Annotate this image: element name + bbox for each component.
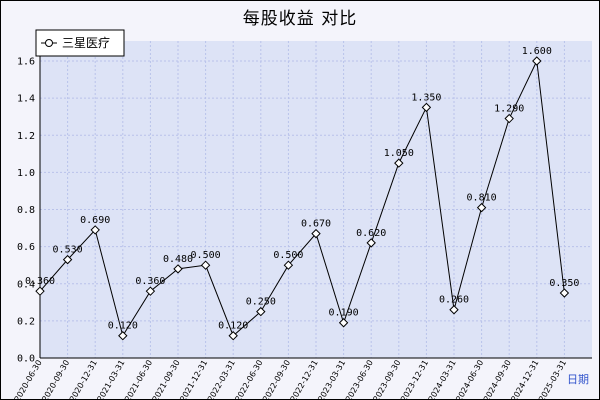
x-tick-label: 2021-06-30 xyxy=(123,359,154,400)
data-point-marker xyxy=(118,331,128,341)
data-point-marker xyxy=(504,113,514,124)
data-label: 0.530 xyxy=(53,245,83,256)
chart-title: 每股收益 对比 xyxy=(242,9,358,29)
data-point-marker xyxy=(62,254,73,265)
data-point-marker xyxy=(394,158,404,168)
data-point-marker xyxy=(338,318,349,328)
x-tick-label: 2022-09-30 xyxy=(261,359,292,400)
legend-marker-icon xyxy=(45,39,53,47)
x-tick-label: 2023-12-31 xyxy=(399,359,430,400)
data-point-marker xyxy=(283,260,294,270)
x-tick-label: 2024-12-31 xyxy=(509,359,540,400)
data-label: 0.360 xyxy=(25,276,55,287)
x-tick-label: 2021-09-30 xyxy=(151,359,182,400)
data-point-marker xyxy=(256,306,266,317)
data-label: 0.670 xyxy=(301,219,331,230)
x-tick-label: 2023-03-31 xyxy=(316,359,347,400)
data-point-marker xyxy=(476,202,487,213)
x-tick-label: 2022-12-31 xyxy=(289,359,320,400)
data-point-marker xyxy=(366,238,376,248)
data-point-marker xyxy=(559,288,570,298)
grid xyxy=(39,41,592,359)
axes xyxy=(39,41,592,359)
x-tick-label: 2023-09-30 xyxy=(371,359,402,400)
y-tick-label: 1.2 xyxy=(17,131,35,142)
x-tick-label: 2021-03-31 xyxy=(95,359,126,400)
x-tick-label: 2021-12-31 xyxy=(178,359,209,400)
legend: 三星医疗 xyxy=(35,29,125,57)
y-tick-label: 1.4 xyxy=(17,94,35,105)
x-tick-label: 2020-12-31 xyxy=(68,359,99,400)
x-tick-label: 2024-09-30 xyxy=(482,359,513,400)
series-line xyxy=(39,59,565,337)
data-labels: 0.3600.5300.6900.1200.3600.4800.5000.120… xyxy=(25,46,580,332)
data-point-marker xyxy=(532,56,542,66)
y-tick-label: 0.4 xyxy=(17,279,35,290)
data-point-marker xyxy=(35,286,45,296)
legend-label: 三星医疗 xyxy=(62,36,110,50)
y-tick-label: 1.6 xyxy=(17,57,35,68)
data-label: 0.120 xyxy=(218,321,248,332)
data-point-marker xyxy=(311,228,321,239)
x-tick-label: 2020-06-30 xyxy=(13,359,44,400)
data-point-marker xyxy=(90,225,100,235)
data-label: 0.810 xyxy=(467,193,497,204)
data-label: 0.500 xyxy=(273,250,303,261)
data-label: 0.690 xyxy=(80,215,110,226)
y-tick-labels: 0.0 0.2 0.4 0.6 0.8 1.0 1.2 1.4 1.6 xyxy=(17,57,35,365)
y-tick-label: 0.2 xyxy=(17,316,35,327)
y-tick-label: 1.0 xyxy=(17,168,35,179)
data-label: 0.360 xyxy=(135,276,165,287)
y-tick-label: 0.8 xyxy=(17,205,35,216)
x-tick-label: 2024-06-30 xyxy=(454,358,485,400)
data-label: 1.290 xyxy=(494,104,524,115)
x-tick-label: 2022-03-31 xyxy=(206,359,237,400)
data-point-marker xyxy=(173,264,183,274)
data-label: 0.250 xyxy=(246,297,276,308)
data-label: 0.620 xyxy=(356,228,386,239)
x-tick-label: 2024-03-31 xyxy=(427,359,458,400)
data-point-marker xyxy=(228,331,238,341)
x-axis-title: 日期 xyxy=(567,373,589,386)
data-label: 0.480 xyxy=(163,254,193,265)
data-label: 1.600 xyxy=(522,46,552,57)
data-point-marker xyxy=(449,305,459,315)
series-layer xyxy=(35,56,570,341)
x-tick-label: 2020-09-30 xyxy=(40,359,71,400)
data-label: 0.120 xyxy=(108,321,138,332)
data-label: 1.350 xyxy=(411,92,441,103)
x-tick-label: 2025-03-31 xyxy=(537,359,568,400)
x-tick-label: 2023-06-30 xyxy=(344,359,375,400)
y-tick-label: 0.0 xyxy=(17,354,35,365)
data-label: 0.350 xyxy=(549,278,579,289)
x-tick-labels: 2020-06-302020-09-302020-12-312021-03-31… xyxy=(13,358,568,400)
x-tick-label: 2022-06-30 xyxy=(233,359,264,400)
data-label: 0.190 xyxy=(329,308,359,319)
data-point-marker xyxy=(200,260,211,270)
data-label: 0.500 xyxy=(191,250,221,261)
data-point-marker xyxy=(145,286,156,296)
data-label: 0.260 xyxy=(439,295,469,306)
y-tick-label: 0.6 xyxy=(17,242,35,253)
data-label: 1.050 xyxy=(384,148,414,159)
data-point-marker xyxy=(421,102,432,113)
